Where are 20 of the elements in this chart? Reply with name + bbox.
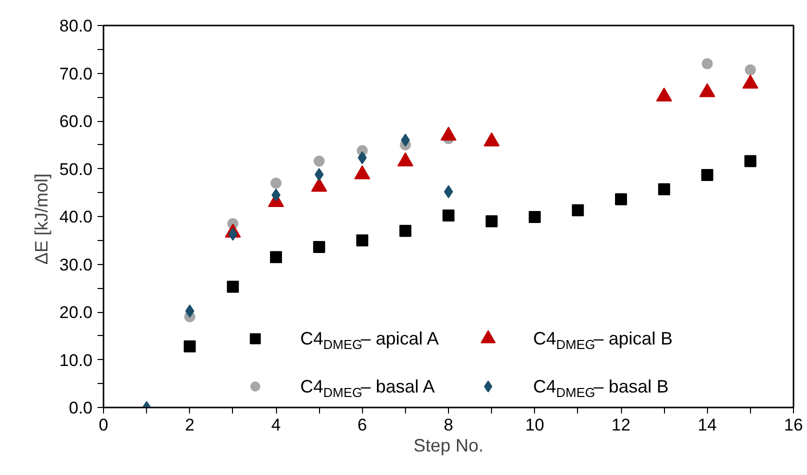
x-tick-label: 2 xyxy=(185,416,194,434)
y-tick-label: 80.0 xyxy=(59,16,93,36)
x-tick-label: 0 xyxy=(98,416,108,434)
x-tick-label: 12 xyxy=(612,416,630,434)
y-tick-label: 30.0 xyxy=(59,255,93,274)
y-axis-title: ΔE [kJ/mol] xyxy=(31,173,52,265)
x-tick-label: 14 xyxy=(698,416,717,434)
x-tick-label: 6 xyxy=(358,416,367,434)
y-tick-label: 10.0 xyxy=(59,350,93,370)
x-tick-label: 10 xyxy=(525,416,544,434)
x-tick-label: 4 xyxy=(271,416,281,434)
y-tick-label: 40.0 xyxy=(59,208,93,226)
y-tick-label: 60.0 xyxy=(59,112,93,131)
y-tick-label: 50.0 xyxy=(59,160,93,179)
x-axis-title: Step No. xyxy=(413,436,484,456)
y-tick-label: 70.0 xyxy=(59,64,93,84)
y-tick-label: 0.0 xyxy=(68,398,93,418)
x-tick-label: 16 xyxy=(784,416,803,434)
y-tick-label: 20.0 xyxy=(59,303,93,322)
x-tick-label: 8 xyxy=(444,416,454,434)
